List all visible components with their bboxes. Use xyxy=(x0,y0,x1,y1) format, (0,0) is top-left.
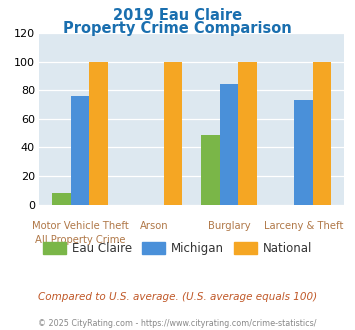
Bar xyxy=(220,84,238,205)
Text: Arson: Arson xyxy=(140,221,169,231)
Bar xyxy=(313,62,331,205)
Bar xyxy=(71,96,89,205)
Bar xyxy=(164,62,182,205)
Text: Property Crime Comparison: Property Crime Comparison xyxy=(63,21,292,36)
Text: Larceny & Theft: Larceny & Theft xyxy=(264,221,343,231)
Text: Burglary: Burglary xyxy=(208,221,250,231)
Bar xyxy=(294,100,313,205)
Legend: Eau Claire, Michigan, National: Eau Claire, Michigan, National xyxy=(38,237,317,260)
Bar xyxy=(238,62,257,205)
Text: Compared to U.S. average. (U.S. average equals 100): Compared to U.S. average. (U.S. average … xyxy=(38,292,317,302)
Bar xyxy=(201,135,220,205)
Text: All Property Crime: All Property Crime xyxy=(35,235,125,245)
Text: 2019 Eau Claire: 2019 Eau Claire xyxy=(113,8,242,23)
Text: © 2025 CityRating.com - https://www.cityrating.com/crime-statistics/: © 2025 CityRating.com - https://www.city… xyxy=(38,319,317,328)
Bar xyxy=(52,193,71,205)
Text: Motor Vehicle Theft: Motor Vehicle Theft xyxy=(32,221,129,231)
Bar xyxy=(89,62,108,205)
